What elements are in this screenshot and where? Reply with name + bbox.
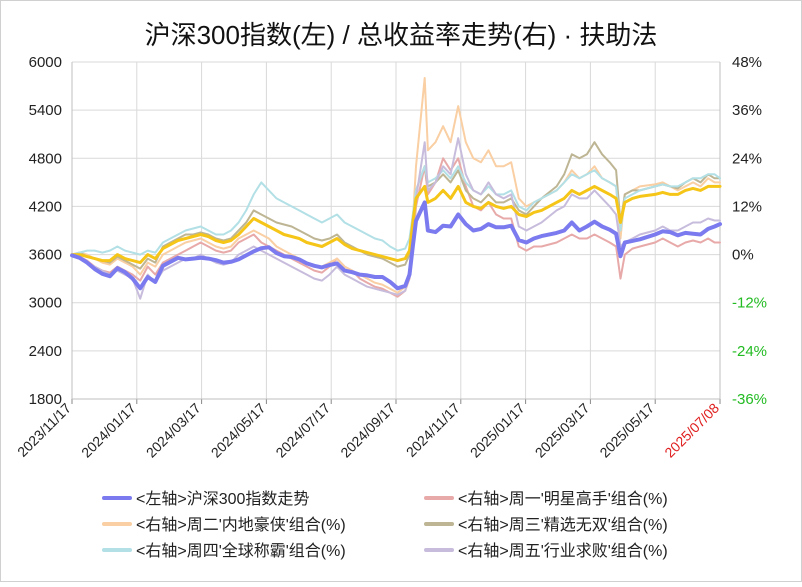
series-line bbox=[70, 200, 722, 291]
legend: <左轴>沪深300指数走势 <右轴>周一'明星高手'组合(%) <右轴>周二'内地豪… bbox=[102, 490, 668, 560]
right-tick-label: 12% bbox=[732, 198, 762, 215]
series-line bbox=[70, 184, 722, 265]
right-tick-label: 36% bbox=[732, 102, 762, 119]
legend-label: <右轴>周二'内地豪侠'组合(%) bbox=[136, 515, 346, 534]
left-tick-label: 4200 bbox=[29, 198, 62, 215]
legend-label: <左轴>沪深300指数走势 bbox=[136, 490, 309, 508]
right-tick-label: 48% bbox=[732, 54, 762, 71]
series-lines bbox=[70, 77, 722, 300]
right-tick-label: -24% bbox=[732, 343, 767, 360]
left-tick-label: 3000 bbox=[29, 295, 62, 312]
right-tick-label: -12% bbox=[732, 295, 767, 312]
left-tick-label: 5400 bbox=[29, 102, 62, 119]
legend-label: <右轴>周一'明星高手'组合(%) bbox=[458, 490, 668, 508]
legend-label: <右轴>周五'行业求败'组合(%) bbox=[458, 542, 668, 560]
right-tick-label: -36% bbox=[732, 391, 767, 408]
left-tick-label: 2400 bbox=[29, 343, 62, 360]
legend-label: <右轴>周三'精选无双'组合(%) bbox=[458, 516, 668, 534]
series-line bbox=[71, 141, 721, 270]
chart-title: 沪深300指数(左) / 总收益率走势(右) · 扶助法 bbox=[145, 20, 658, 50]
left-tick-label: 4800 bbox=[29, 150, 62, 167]
legend-label: <右轴>周四'全球称霸'组合(%) bbox=[136, 542, 346, 560]
left-tick-label: 1800 bbox=[29, 391, 62, 408]
left-tick-label: 6000 bbox=[29, 54, 62, 71]
right-tick-label: 24% bbox=[732, 150, 762, 167]
series-line bbox=[71, 165, 721, 256]
right-tick-label: 0% bbox=[732, 247, 754, 264]
left-tick-label: 3600 bbox=[29, 247, 62, 264]
